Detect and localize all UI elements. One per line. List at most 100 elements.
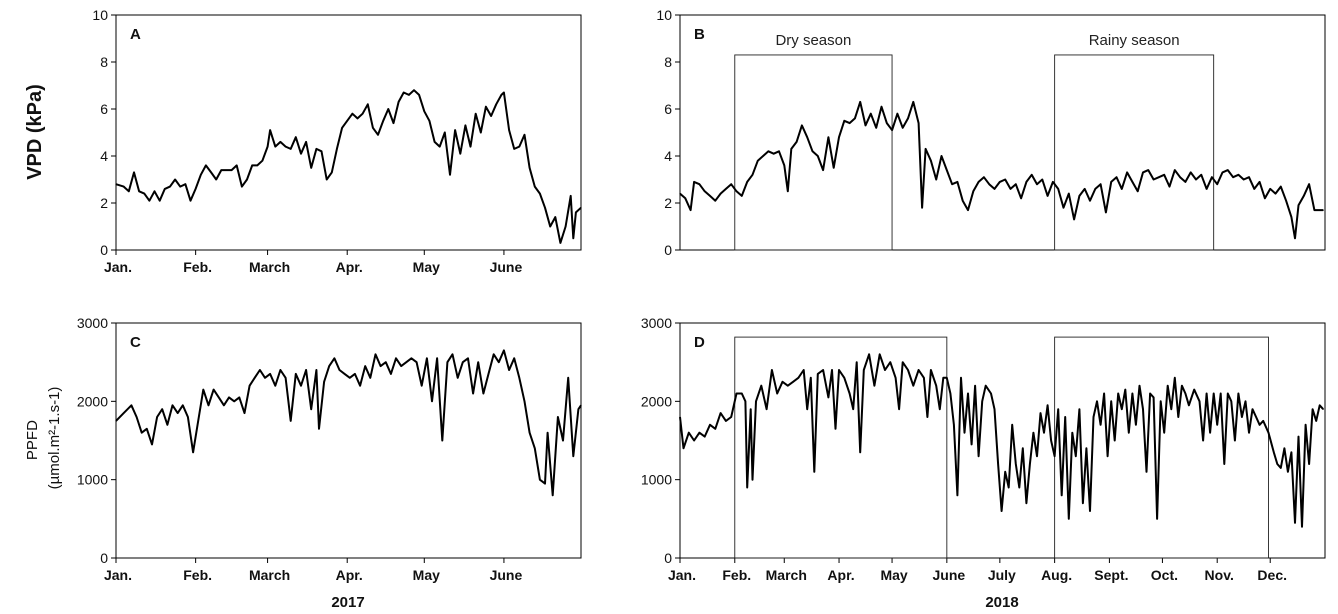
panel-a-data-point bbox=[565, 225, 567, 228]
panel-a-data-point bbox=[346, 120, 348, 122]
panel-c-data-point bbox=[487, 373, 490, 375]
panel-d-data-point bbox=[1198, 400, 1201, 402]
panel-b-data-point bbox=[1232, 176, 1234, 178]
panel-a-data-point bbox=[529, 167, 531, 169]
panel-d-data-point bbox=[803, 369, 805, 371]
panel-d-data-point bbox=[1273, 451, 1275, 453]
panel-d-data-point bbox=[1209, 432, 1211, 434]
panel-b-data-point bbox=[801, 124, 803, 126]
panel-d-series-line bbox=[679, 353, 1324, 528]
panel-b-data-point bbox=[1322, 209, 1324, 211]
panel-d-data-point bbox=[1008, 486, 1010, 489]
panel-d-xtick-label: May bbox=[880, 567, 907, 583]
panel-b-data-point bbox=[704, 190, 706, 192]
panel-c-data-point bbox=[279, 369, 281, 371]
panel-a-data-point bbox=[336, 148, 338, 150]
panel-b-data-point bbox=[1221, 171, 1224, 173]
panel-a-ytick-label: 8 bbox=[100, 54, 108, 70]
panel-d-data-point bbox=[1043, 432, 1045, 434]
panel-c-data-point bbox=[457, 377, 459, 379]
panel-d-data-point bbox=[960, 377, 962, 379]
outer-labels: VPD (kPa) PPFD (µmol.m²-1.s-1) bbox=[24, 84, 63, 489]
panel-d-data-point bbox=[953, 424, 955, 426]
panel-b-data-point bbox=[988, 183, 990, 185]
panel-a-data-point bbox=[362, 113, 364, 115]
panel-c-data-point bbox=[207, 404, 210, 406]
panel-d-data-point bbox=[1068, 518, 1070, 520]
panel-a-data-point bbox=[580, 207, 582, 209]
panel-c-data-point bbox=[534, 447, 536, 449]
panel-d-data-point bbox=[1290, 451, 1292, 453]
panel-b-data-point bbox=[1068, 193, 1070, 195]
panel-b-data-point bbox=[999, 181, 1001, 183]
panel-b-season-label-2: Rainy season bbox=[1089, 32, 1180, 49]
panel-d-data-point bbox=[1075, 455, 1077, 457]
panel-b-data-point bbox=[886, 122, 888, 124]
panel-a-data-point bbox=[464, 124, 466, 126]
panel-a-data-point bbox=[444, 131, 446, 134]
panel-d-xtick-label: Sept. bbox=[1094, 567, 1128, 583]
panel-c-data-point bbox=[290, 420, 292, 422]
panel-d-data-point bbox=[1181, 385, 1183, 387]
panel-a-data-point bbox=[315, 148, 317, 150]
panel-a-data-point bbox=[495, 103, 497, 105]
panel-b-data-point bbox=[720, 193, 722, 195]
panel-a-ytick-label: 0 bbox=[100, 242, 108, 258]
panel-d-data-point bbox=[1100, 424, 1102, 426]
panel-b-data-point bbox=[993, 188, 996, 190]
panel-d-data-point bbox=[1301, 526, 1303, 528]
panel-a-data-point bbox=[554, 216, 556, 218]
panel-b-data-point bbox=[1294, 237, 1296, 239]
panel-d-data-point bbox=[1110, 400, 1112, 402]
panel-c-data-point bbox=[328, 365, 330, 367]
panel-d-data-point bbox=[771, 369, 773, 371]
panel-b-ytick-label: 2 bbox=[664, 195, 672, 211]
panel-c-ytick-label: 0 bbox=[100, 550, 108, 566]
panel-d-xtick-label: Aug. bbox=[1041, 567, 1072, 583]
panel-d-data-point bbox=[1015, 463, 1017, 465]
panel-d-data-point bbox=[1142, 408, 1144, 410]
panel-a-data-point bbox=[413, 89, 415, 91]
panel-a-data-point bbox=[305, 141, 307, 143]
panel-a-data-point bbox=[469, 146, 472, 148]
panel-b-data-point bbox=[1184, 181, 1186, 183]
panel-c-xtick-label: March bbox=[249, 567, 290, 583]
panel-b-data-point bbox=[1057, 188, 1059, 190]
panel-b-data-point bbox=[679, 193, 681, 195]
panel-d-data-point bbox=[744, 400, 747, 402]
panel-d-data-point bbox=[822, 369, 824, 371]
panel-c-data-point bbox=[472, 392, 474, 395]
panel-c-data-point bbox=[380, 365, 382, 367]
panel-c-data-point bbox=[285, 377, 287, 379]
panel-d-data-point bbox=[912, 385, 914, 387]
panel-c-data-point bbox=[156, 416, 158, 418]
panel-b-season-box-2 bbox=[1054, 54, 1215, 251]
panel-a-data-point bbox=[128, 190, 130, 192]
panel-a-data-point bbox=[387, 108, 389, 110]
panel-d-data-point bbox=[1251, 408, 1254, 410]
panel-a-data-point bbox=[115, 183, 117, 185]
panel-d-data-point bbox=[834, 428, 837, 430]
panel-b-data-point bbox=[1047, 195, 1049, 197]
panel-a-data-point bbox=[231, 169, 233, 171]
panel-d-data-point bbox=[797, 377, 800, 379]
panel-c-data-point bbox=[264, 377, 266, 379]
panel-a-data-point bbox=[485, 106, 487, 108]
panel-b-data-point bbox=[1020, 197, 1022, 199]
panel-c-data-point bbox=[192, 451, 194, 453]
panel-a-data-point bbox=[295, 136, 297, 138]
panel-c-data-point bbox=[166, 424, 168, 426]
panel-c-data-point bbox=[300, 385, 302, 387]
panel-a-data-point bbox=[169, 186, 171, 188]
panel-d-xtick-label: Dec. bbox=[1257, 567, 1287, 583]
panel-d-data-point bbox=[949, 392, 952, 395]
panel-d-data-point bbox=[1262, 420, 1264, 422]
panel-c-data-point bbox=[295, 373, 297, 375]
panel-d-xtick-label: June bbox=[932, 567, 965, 583]
panel-d-data-point bbox=[1220, 392, 1222, 395]
panel-b-data-point bbox=[1110, 181, 1112, 183]
panel-c-data-point bbox=[318, 428, 320, 430]
panel-b-data-point bbox=[925, 148, 927, 150]
panel-a-data-point bbox=[269, 129, 271, 131]
panel-a-data-point bbox=[518, 146, 520, 148]
